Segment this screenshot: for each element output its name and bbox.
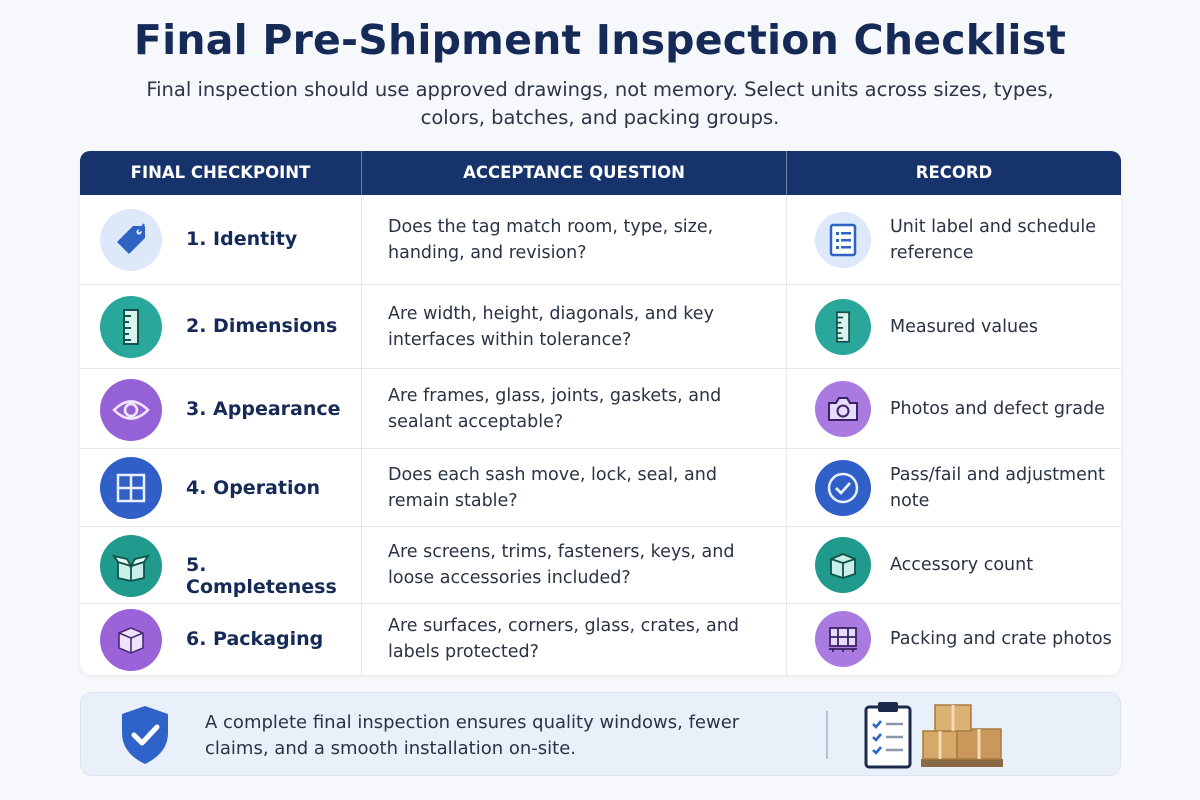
checkpoint-cell: 1. Identity xyxy=(80,195,361,284)
checkpoint-label: 5. Completeness xyxy=(186,554,337,598)
table-row: 1. Identity Does the tag match room, typ… xyxy=(80,195,1121,285)
question-cell: Are width, height, diagonals, and key in… xyxy=(361,285,786,368)
table-row: 6. Packaging Are surfaces, corners, glas… xyxy=(80,604,1121,675)
page-title: Final Pre-Shipment Inspection Checklist xyxy=(133,16,1067,64)
table-row: 5. Completeness Are screens, trims, fast… xyxy=(80,527,1121,604)
crate-icon xyxy=(815,611,871,667)
record-text: Packing and crate photos xyxy=(890,629,1112,649)
record-cell: Photos and defect grade xyxy=(786,369,1121,448)
record-cell: Measured values xyxy=(786,285,1121,368)
checkpoint-cell: 3. Appearance xyxy=(80,369,361,448)
footer-divider xyxy=(826,711,828,759)
question-cell: Does the tag match room, type, size, han… xyxy=(361,195,786,284)
footer-banner: A complete final inspection ensures qual… xyxy=(80,692,1121,776)
open-box-icon xyxy=(100,535,162,597)
question-text: Are frames, glass, joints, gaskets, and … xyxy=(388,386,722,432)
question-text: Are width, height, diagonals, and key in… xyxy=(388,304,714,350)
footer-message: A complete final inspection ensures qual… xyxy=(205,712,740,759)
record-text: Pass/fail and adjustment note xyxy=(890,465,1105,511)
record-text: Measured values xyxy=(890,317,1038,337)
record-text: Accessory count xyxy=(890,555,1034,575)
page-subtitle: Final inspection should use approved dra… xyxy=(146,78,1054,129)
check-circle-icon xyxy=(815,460,871,516)
checkpoint-label: 1. Identity xyxy=(186,228,298,250)
table-row: 3. Appearance Are frames, glass, joints,… xyxy=(80,369,1121,449)
question-text: Does each sash move, lock, seal, and rem… xyxy=(388,465,717,511)
stacked-boxes-icon xyxy=(917,701,1007,771)
question-text: Does the tag match room, type, size, han… xyxy=(388,217,714,263)
record-cell: Pass/fail and adjustment note xyxy=(786,449,1121,526)
table-row: 2. Dimensions Are width, height, diagona… xyxy=(80,285,1121,369)
question-cell: Are screens, trims, fasteners, keys, and… xyxy=(361,527,786,603)
window-icon xyxy=(100,457,162,519)
question-cell: Are surfaces, corners, glass, crates, an… xyxy=(361,604,786,675)
record-cell: Accessory count xyxy=(786,527,1121,603)
document-list-icon xyxy=(815,212,871,268)
clipboard-checklist-icon xyxy=(863,699,913,769)
checkpoint-label: 2. Dimensions xyxy=(186,315,338,337)
table-header: FINAL CHECKPOINT ACCEPTANCE QUESTION REC… xyxy=(80,151,1121,195)
checkpoint-cell: 2. Dimensions xyxy=(80,285,361,368)
checklist-table: FINAL CHECKPOINT ACCEPTANCE QUESTION REC… xyxy=(80,151,1121,675)
record-cell: Unit label and schedule reference xyxy=(786,195,1121,284)
ruler-icon xyxy=(100,296,162,358)
box-icon xyxy=(815,537,871,593)
record-text: Unit label and schedule reference xyxy=(890,217,1096,263)
eye-icon xyxy=(100,379,162,441)
checkpoint-label: 3. Appearance xyxy=(186,398,341,420)
ruler-icon xyxy=(815,299,871,355)
checkpoint-cell: 5. Completeness xyxy=(80,527,361,603)
table-row: 4. Operation Does each sash move, lock, … xyxy=(80,449,1121,527)
checkpoint-cell: 4. Operation xyxy=(80,449,361,526)
column-header-record: RECORD xyxy=(786,151,1121,195)
question-text: Are surfaces, corners, glass, crates, an… xyxy=(388,616,739,662)
question-cell: Are frames, glass, joints, gaskets, and … xyxy=(361,369,786,448)
camera-icon xyxy=(815,381,871,437)
question-text: Are screens, trims, fasteners, keys, and… xyxy=(388,542,735,588)
checkpoint-cell: 6. Packaging xyxy=(80,604,361,675)
checkpoint-label: 6. Packaging xyxy=(186,628,324,650)
record-cell: Packing and crate photos xyxy=(786,604,1121,675)
tag-icon xyxy=(100,209,162,271)
column-header-checkpoint: FINAL CHECKPOINT xyxy=(130,163,311,182)
question-cell: Does each sash move, lock, seal, and rem… xyxy=(361,449,786,526)
package-icon xyxy=(100,609,162,671)
shield-check-icon xyxy=(115,703,175,767)
record-text: Photos and defect grade xyxy=(890,399,1105,419)
checkpoint-label: 4. Operation xyxy=(186,477,321,499)
column-header-question: ACCEPTANCE QUESTION xyxy=(361,151,786,195)
